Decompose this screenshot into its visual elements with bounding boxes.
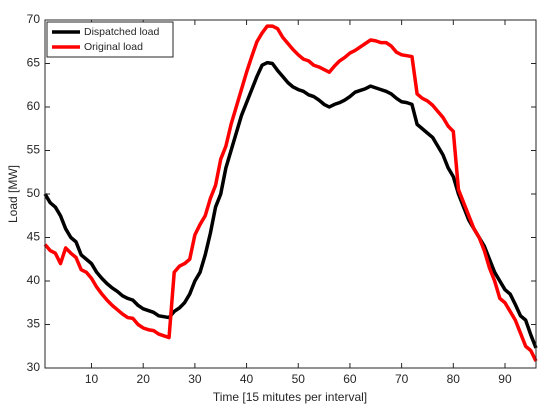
y-tick-label: 30 (27, 360, 41, 374)
x-tick-label: 20 (137, 372, 151, 386)
y-tick-label: 70 (27, 12, 41, 26)
plot-area (45, 20, 536, 368)
x-tick-label: 70 (395, 372, 409, 386)
data-line (43, 60, 538, 349)
y-tick-label: 65 (27, 56, 41, 70)
y-tick-label: 50 (27, 186, 41, 200)
legend-box (46, 21, 174, 58)
x-tick-label: 30 (188, 372, 202, 386)
x-tick-label: 50 (292, 372, 306, 386)
y-tick-label: 55 (27, 143, 41, 157)
y-axis-label: Load [MW] (6, 165, 20, 223)
legend-label: Original load (84, 41, 143, 53)
x-tick-label: 90 (498, 372, 512, 386)
x-tick-label: 10 (85, 372, 99, 386)
axes-box (44, 19, 537, 369)
y-tick-label: 40 (27, 273, 41, 287)
x-tick-label: 80 (447, 372, 461, 386)
y-tick-label: 35 (27, 317, 41, 331)
y-tick-label: 45 (27, 230, 41, 244)
x-tick-label: 60 (343, 372, 357, 386)
data-line (43, 24, 538, 362)
x-axis-label: Time [15 mitutes per interval] (213, 390, 367, 404)
legend-label: Dispatched load (84, 26, 159, 38)
x-tick-label: 40 (240, 372, 254, 386)
y-tick-label: 60 (27, 99, 41, 113)
